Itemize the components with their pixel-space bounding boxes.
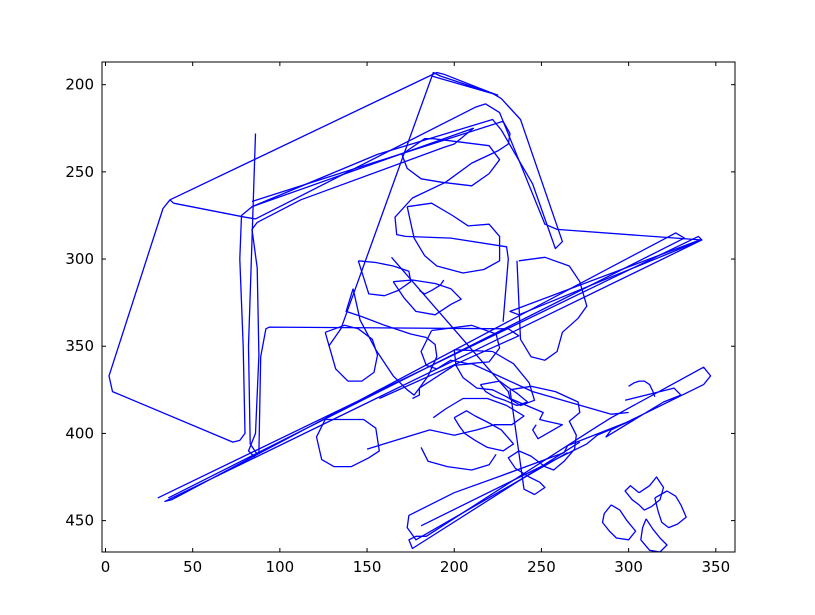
series-line-15 bbox=[412, 363, 629, 415]
series-layer bbox=[108, 71, 712, 552]
series-line-27 bbox=[391, 256, 564, 440]
y-tick-label: 200 bbox=[65, 76, 94, 94]
series-line-7 bbox=[406, 418, 635, 541]
series-line-16 bbox=[507, 385, 581, 496]
series-line-4 bbox=[251, 120, 511, 322]
series-line-5 bbox=[247, 133, 520, 455]
plot-frame bbox=[101, 61, 736, 553]
series-line-24 bbox=[315, 418, 380, 468]
series-line-28 bbox=[479, 380, 529, 407]
y-tick-label: 450 bbox=[65, 512, 94, 530]
series-line-14 bbox=[453, 349, 536, 407]
series-line-18 bbox=[624, 476, 665, 511]
x-tick-label: 200 bbox=[440, 558, 469, 576]
series-line-10 bbox=[406, 202, 501, 274]
y-tick-label: 300 bbox=[65, 250, 94, 268]
series-line-6 bbox=[157, 232, 703, 503]
series-line-23 bbox=[324, 324, 379, 382]
series-line-19 bbox=[654, 490, 687, 529]
series-line-0 bbox=[108, 71, 564, 443]
series-line-30 bbox=[392, 279, 462, 316]
series-line-25 bbox=[366, 397, 525, 450]
x-tick-label: 50 bbox=[183, 558, 202, 576]
x-tick-label: 0 bbox=[101, 558, 111, 576]
series-line-1 bbox=[173, 103, 703, 316]
series-line-22 bbox=[628, 380, 656, 398]
x-axis: 0 50 100 150 200 250 300 350 bbox=[101, 62, 730, 576]
series-line-29 bbox=[357, 260, 412, 297]
series-line-2 bbox=[328, 71, 499, 347]
y-tick-label: 250 bbox=[65, 163, 94, 181]
x-tick-label: 300 bbox=[614, 558, 643, 576]
y-tick-label: 350 bbox=[65, 337, 94, 355]
x-tick-label: 250 bbox=[527, 558, 556, 576]
x-tick-label: 350 bbox=[701, 558, 730, 576]
series-line-20 bbox=[601, 504, 637, 541]
series-line-12 bbox=[516, 256, 588, 361]
y-axis: 200 250 300 350 400 450 bbox=[65, 76, 735, 530]
series-line-21 bbox=[640, 518, 668, 552]
series-line-8 bbox=[408, 366, 712, 550]
series-line-26 bbox=[420, 447, 497, 471]
y-tick-label: 400 bbox=[65, 424, 94, 442]
series-line-11 bbox=[401, 138, 501, 187]
x-tick-label: 100 bbox=[266, 558, 295, 576]
series-line-9 bbox=[345, 288, 438, 396]
x-tick-label: 150 bbox=[353, 558, 382, 576]
series-line-17 bbox=[453, 410, 515, 452]
series-line-31 bbox=[419, 279, 445, 295]
